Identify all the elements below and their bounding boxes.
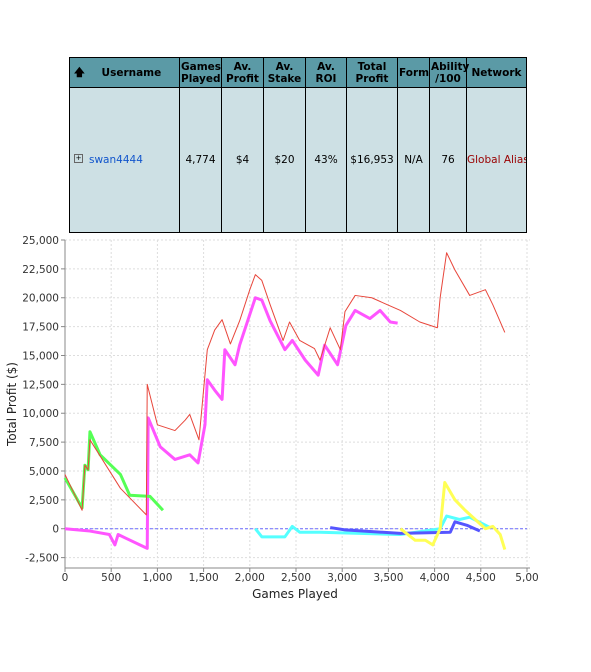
header-cell[interactable]: Total Profit: [346, 57, 398, 88]
series-line: [254, 514, 491, 539]
x-tick-label: 0: [62, 572, 69, 584]
data-row: + swan4444 4,774 $4 $20 43% $16,953 N/A 7…: [69, 87, 527, 233]
sort-arrow: 🡅: [74, 66, 85, 79]
header-cell[interactable]: Network: [466, 57, 527, 88]
username-link[interactable]: swan4444: [89, 154, 143, 166]
header-cell[interactable]: Form: [397, 57, 430, 88]
y-tick-label: -2,500: [25, 553, 59, 565]
series-line: [64, 296, 398, 550]
header-cell[interactable]: Av. Stake: [263, 57, 306, 88]
header-text: Username: [101, 66, 162, 79]
cell: $16,953: [346, 87, 398, 233]
y-tick-label: 5,000: [29, 466, 59, 478]
x-tick-label: 4,000: [420, 572, 450, 584]
x-tick-label: 500: [101, 572, 121, 584]
expand-icon[interactable]: +: [74, 154, 83, 163]
header-cell[interactable]: Games Played: [179, 57, 222, 88]
x-tick-label: 2,500: [281, 572, 311, 584]
cell: N/A: [397, 87, 430, 233]
y-tick-label: 22,500: [22, 264, 59, 276]
x-tick-label: 3,000: [327, 572, 357, 584]
series-line: [399, 481, 507, 550]
cell: 76: [429, 87, 467, 233]
series-line: [329, 520, 481, 535]
header-cell[interactable]: Av. Profit: [221, 57, 264, 88]
x-tick-label: 1,500: [189, 572, 219, 584]
x-tick-label: 2,000: [235, 572, 265, 584]
y-tick-label: 12,500: [22, 379, 59, 391]
x-axis-label: Games Played: [252, 587, 338, 601]
y-tick-label: 7,500: [29, 437, 59, 449]
cell: 4,774: [179, 87, 222, 233]
y-tick-label: 10,000: [22, 408, 59, 420]
x-tick-label: 4,500: [466, 572, 496, 584]
username-header[interactable]: 🡅 Username: [69, 57, 180, 88]
series-line: [64, 252, 506, 516]
x-tick-label: 3,500: [373, 572, 403, 584]
cell: $4: [221, 87, 264, 233]
x-tick-label: 1,000: [142, 572, 172, 584]
header-cell[interactable]: Ability /100: [429, 57, 469, 88]
stats-table: 🡅 Username Games Played Av. Profit Av. St…: [69, 57, 527, 233]
y-tick-label: 17,500: [22, 322, 59, 334]
y-tick-label: 0: [52, 524, 59, 536]
network-cell: Global Alias: [466, 87, 527, 233]
y-axis-label: Total Profit ($): [5, 362, 19, 447]
y-tick-label: 15,000: [22, 350, 59, 362]
y-tick-label: 20,000: [22, 293, 59, 305]
header-row: 🡅 Username Games Played Av. Profit Av. St…: [69, 57, 527, 88]
x-tick-label: 5,00: [515, 572, 538, 584]
y-tick-label: 25,000: [22, 235, 59, 247]
y-tick-label: 2,500: [29, 495, 59, 507]
